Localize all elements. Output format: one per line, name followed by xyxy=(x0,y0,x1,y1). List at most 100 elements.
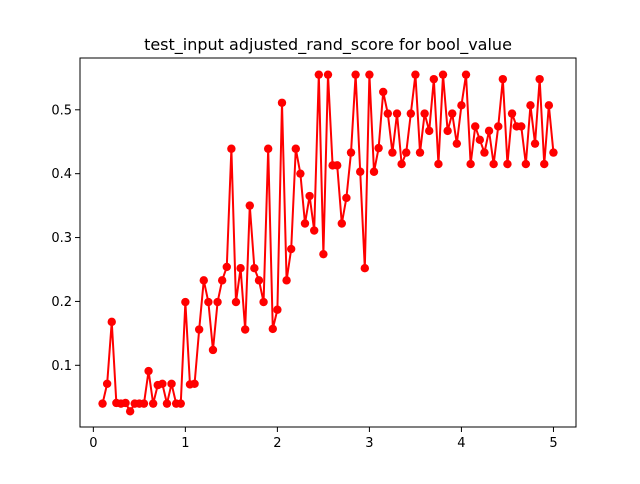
plot-frame xyxy=(79,57,577,428)
data-point xyxy=(236,264,245,273)
data-point xyxy=(194,325,204,334)
data-point xyxy=(489,159,498,169)
chart-title: test_input adjusted_rand_score for bool_… xyxy=(144,35,512,55)
data-point xyxy=(535,74,544,84)
data-point xyxy=(406,109,416,118)
x-tick-label: 4 xyxy=(457,436,465,451)
data-point xyxy=(259,297,268,307)
data-point xyxy=(245,201,254,210)
data-point xyxy=(213,297,222,307)
data-point xyxy=(402,148,411,157)
data-point xyxy=(300,219,310,228)
data-point xyxy=(222,262,231,272)
data-point xyxy=(346,148,356,157)
data-point xyxy=(356,167,365,176)
x-tick-label: 0 xyxy=(89,436,97,451)
data-point xyxy=(333,161,342,170)
data-point xyxy=(397,159,406,169)
data-point xyxy=(517,122,526,131)
data-point xyxy=(425,126,434,136)
y-tick-label: 0.1 xyxy=(51,359,72,374)
x-tick-label: 5 xyxy=(549,436,557,451)
data-point xyxy=(415,148,425,157)
data-point xyxy=(323,70,333,79)
data-point xyxy=(530,139,540,148)
data-point xyxy=(199,276,208,285)
y-tick-label: 0.2 xyxy=(51,295,72,310)
data-point xyxy=(507,109,517,118)
data-point xyxy=(337,219,346,228)
data-point xyxy=(204,297,213,307)
data-point xyxy=(471,122,480,131)
data-point xyxy=(263,144,273,153)
data-point xyxy=(498,74,508,84)
data-point xyxy=(227,144,236,153)
data-point xyxy=(310,226,319,235)
data-point xyxy=(319,249,328,259)
data-point xyxy=(254,276,264,285)
data-point xyxy=(503,159,512,169)
data-point xyxy=(466,159,475,169)
data-point xyxy=(448,109,457,118)
data-point xyxy=(148,399,158,408)
data-point xyxy=(167,379,176,389)
data-point xyxy=(429,74,439,84)
data-point xyxy=(438,70,448,79)
data-point xyxy=(208,345,218,355)
data-point xyxy=(484,126,494,136)
data-point xyxy=(540,159,549,169)
data-point xyxy=(374,143,383,153)
data-point xyxy=(286,244,296,254)
data-point xyxy=(176,399,185,408)
data-point xyxy=(190,379,199,389)
data-point xyxy=(383,109,393,118)
data-point xyxy=(107,317,116,327)
data-point xyxy=(144,366,153,376)
data-point xyxy=(250,264,259,273)
data-point xyxy=(392,109,402,118)
x-tick-label: 2 xyxy=(273,436,281,451)
data-point xyxy=(121,398,130,408)
y-tick-label: 0.5 xyxy=(51,103,72,118)
data-point xyxy=(217,276,227,285)
data-point xyxy=(411,70,420,79)
data-point xyxy=(162,399,172,408)
axes-layer: 0 1 2 3 4 5 0.1 0.2 0.3 0.4 0.5 xyxy=(51,57,577,451)
data-point xyxy=(351,70,360,79)
data-point xyxy=(125,407,135,416)
data-point xyxy=(181,297,190,307)
y-tick-label: 0.4 xyxy=(51,167,72,182)
data-point xyxy=(461,70,471,79)
data-point xyxy=(102,379,112,389)
data-point xyxy=(98,399,107,408)
data-point xyxy=(388,148,397,157)
data-point xyxy=(457,101,466,110)
data-point xyxy=(521,159,531,169)
series-layer xyxy=(98,70,558,416)
data-point xyxy=(273,305,282,314)
data-point xyxy=(452,139,462,148)
data-point xyxy=(475,135,485,145)
data-point xyxy=(360,264,370,273)
data-point xyxy=(365,70,374,79)
data-point xyxy=(526,101,535,110)
data-point xyxy=(158,379,167,389)
data-point xyxy=(420,109,429,118)
x-tick-label: 1 xyxy=(181,436,189,451)
data-point xyxy=(549,148,558,157)
data-point xyxy=(480,148,489,157)
data-point xyxy=(268,324,277,334)
data-point xyxy=(544,101,554,110)
x-tick-label: 3 xyxy=(365,436,373,451)
data-point xyxy=(434,159,443,169)
data-point xyxy=(139,399,149,408)
data-point xyxy=(494,122,503,131)
y-tick-label: 0.3 xyxy=(51,231,72,246)
data-point xyxy=(369,167,379,176)
data-point xyxy=(231,297,241,307)
data-point xyxy=(443,126,452,136)
data-point xyxy=(277,98,287,107)
